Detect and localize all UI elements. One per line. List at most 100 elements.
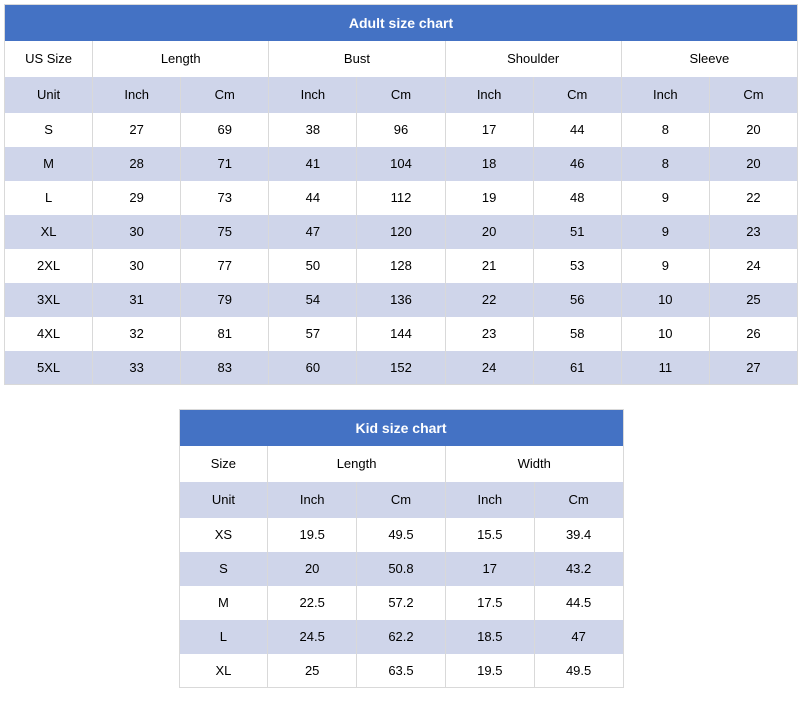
value-cell: 75 (181, 215, 269, 249)
value-cell: 39.4 (534, 518, 623, 552)
value-cell: 18 (445, 147, 533, 181)
table-row: XS19.549.515.539.4 (179, 518, 623, 552)
kid-size-table: Kid size chart Size Length Width Unit In… (179, 409, 624, 688)
value-cell: 46 (533, 147, 621, 181)
value-cell: 60 (269, 351, 357, 385)
size-cell: L (179, 620, 268, 654)
value-cell: 9 (621, 215, 709, 249)
table-row: M22.557.217.544.5 (179, 586, 623, 620)
table-row: 3XL31795413622561025 (5, 283, 798, 317)
value-cell: 9 (621, 181, 709, 215)
value-cell: 53 (533, 249, 621, 283)
value-cell: 32 (93, 317, 181, 351)
value-cell: 18.5 (445, 620, 534, 654)
value-cell: 54 (269, 283, 357, 317)
adult-size-col-header: US Size (5, 41, 93, 77)
kid-table-body: XS19.549.515.539.4S2050.81743.2M22.557.2… (179, 518, 623, 688)
value-cell: 58 (533, 317, 621, 351)
size-cell: 3XL (5, 283, 93, 317)
value-cell: 19.5 (268, 518, 357, 552)
adult-size-table: Adult size chart US Size Length Bust Sho… (4, 4, 798, 385)
value-cell: 69 (181, 113, 269, 147)
value-cell: 51 (533, 215, 621, 249)
unit-cell: Inch (445, 482, 534, 518)
unit-cell: Cm (357, 482, 446, 518)
value-cell: 24.5 (268, 620, 357, 654)
value-cell: 20 (445, 215, 533, 249)
value-cell: 22.5 (268, 586, 357, 620)
value-cell: 49.5 (357, 518, 446, 552)
kid-col-width: Width (445, 446, 623, 482)
adult-header-row: US Size Length Bust Shoulder Sleeve (5, 41, 798, 77)
value-cell: 49.5 (534, 654, 623, 688)
value-cell: 31 (93, 283, 181, 317)
value-cell: 11 (621, 351, 709, 385)
value-cell: 144 (357, 317, 445, 351)
value-cell: 27 (709, 351, 797, 385)
adult-unit-row: Unit Inch Cm Inch Cm Inch Cm Inch Cm (5, 77, 798, 113)
adult-unit-label: Unit (5, 77, 93, 113)
value-cell: 43.2 (534, 552, 623, 586)
value-cell: 61 (533, 351, 621, 385)
value-cell: 50.8 (357, 552, 446, 586)
size-cell: S (179, 552, 268, 586)
value-cell: 27 (93, 113, 181, 147)
adult-col-bust: Bust (269, 41, 445, 77)
unit-cell: Cm (534, 482, 623, 518)
value-cell: 26 (709, 317, 797, 351)
value-cell: 19 (445, 181, 533, 215)
value-cell: 44.5 (534, 586, 623, 620)
value-cell: 152 (357, 351, 445, 385)
table-row: S276938961744820 (5, 113, 798, 147)
value-cell: 47 (269, 215, 357, 249)
table-row: L24.562.218.547 (179, 620, 623, 654)
value-cell: 50 (269, 249, 357, 283)
value-cell: 57 (269, 317, 357, 351)
adult-table-title: Adult size chart (5, 5, 798, 41)
value-cell: 20 (268, 552, 357, 586)
value-cell: 77 (181, 249, 269, 283)
table-row: XL2563.519.549.5 (179, 654, 623, 688)
kid-unit-label: Unit (179, 482, 268, 518)
value-cell: 15.5 (445, 518, 534, 552)
size-cell: 2XL (5, 249, 93, 283)
value-cell: 136 (357, 283, 445, 317)
adult-col-sleeve: Sleeve (621, 41, 797, 77)
unit-cell: Cm (533, 77, 621, 113)
value-cell: 10 (621, 317, 709, 351)
value-cell: 96 (357, 113, 445, 147)
adult-col-length: Length (93, 41, 269, 77)
unit-cell: Inch (445, 77, 533, 113)
value-cell: 30 (93, 249, 181, 283)
kid-size-col-header: Size (179, 446, 268, 482)
value-cell: 25 (709, 283, 797, 317)
size-cell: S (5, 113, 93, 147)
value-cell: 25 (268, 654, 357, 688)
kid-header-row: Size Length Width (179, 446, 623, 482)
value-cell: 17.5 (445, 586, 534, 620)
value-cell: 120 (357, 215, 445, 249)
value-cell: 8 (621, 113, 709, 147)
value-cell: 19.5 (445, 654, 534, 688)
table-row: 4XL32815714423581026 (5, 317, 798, 351)
value-cell: 23 (709, 215, 797, 249)
value-cell: 57.2 (357, 586, 446, 620)
size-cell: 5XL (5, 351, 93, 385)
value-cell: 8 (621, 147, 709, 181)
table-row: L2973441121948922 (5, 181, 798, 215)
value-cell: 63.5 (357, 654, 446, 688)
value-cell: 22 (709, 181, 797, 215)
value-cell: 41 (269, 147, 357, 181)
unit-cell: Inch (621, 77, 709, 113)
value-cell: 112 (357, 181, 445, 215)
table-row: 2XL3077501282153924 (5, 249, 798, 283)
unit-cell: Cm (357, 77, 445, 113)
value-cell: 20 (709, 113, 797, 147)
table-row: M2871411041846820 (5, 147, 798, 181)
size-cell: M (179, 586, 268, 620)
value-cell: 47 (534, 620, 623, 654)
value-cell: 17 (445, 552, 534, 586)
adult-table-body: S276938961744820M2871411041846820L297344… (5, 113, 798, 385)
value-cell: 83 (181, 351, 269, 385)
table-row: XL3075471202051923 (5, 215, 798, 249)
